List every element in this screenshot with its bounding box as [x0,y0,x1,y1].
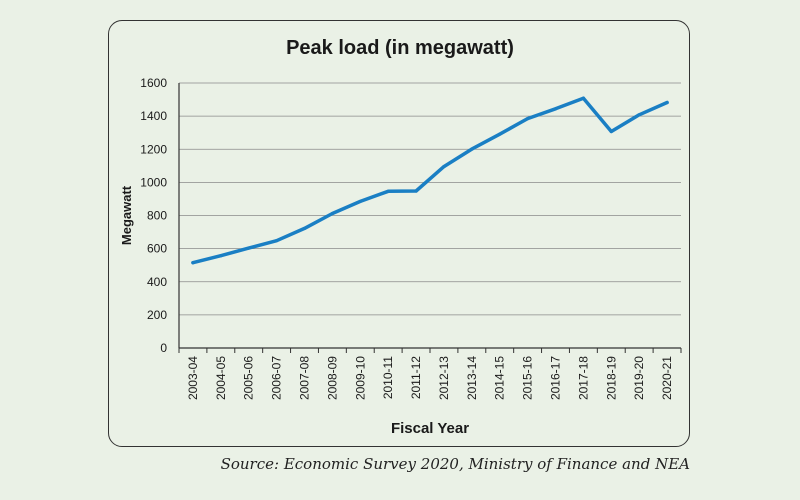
y-tick-label: 200 [147,308,167,322]
x-tick-label: 2015-16 [521,356,535,400]
data-point [665,100,669,105]
data-point [470,147,474,151]
data-point [637,113,641,117]
x-tick-label: 2013-14 [465,356,479,400]
y-tick-label: 0 [160,341,167,355]
data-point [526,117,530,121]
x-tick-label: 2004-05 [214,356,228,400]
x-tick-label: 2011-12 [409,356,423,399]
data-point [609,129,613,134]
x-tick-label: 2003-04 [186,356,200,400]
data-point [219,254,223,258]
line-chart: 0 200 400 600 800 1000 1200 1400 1600 2003-04 2004… [119,76,682,437]
y-tick-label: 1600 [140,76,167,90]
data-point [330,211,334,216]
data-point [191,261,195,265]
chart-panel: Peak load (in megawatt) 0 200 400 600 800 100… [108,20,690,447]
x-tick-label: 2009-10 [353,356,367,400]
x-tick-label: 2012-13 [437,356,451,400]
x-tick-label: 2020-21 [660,356,674,400]
data-point [275,239,279,243]
y-tick-label: 1000 [140,175,167,189]
x-tick-label: 2017-18 [576,356,590,400]
data-point [358,199,362,204]
y-tick-label: 1400 [140,109,167,123]
x-tick-label: 2014-15 [493,356,507,400]
data-point [498,132,502,136]
data-point [414,189,418,193]
x-tick-label: 2010-11 [381,356,395,399]
data-point [553,107,558,111]
chart-title: Peak load (in megawatt) [286,37,514,59]
data-point [581,96,585,100]
x-tick-label: 2005-06 [242,356,256,400]
y-tick-label: 400 [147,275,167,289]
x-tick-label: 2019-20 [632,356,646,400]
y-axis-title: Megawatt [119,185,134,245]
data-point [302,226,307,231]
x-tick-label: 2006-07 [270,356,284,400]
source-note: Source: Economic Survey 2020, Ministry o… [220,455,690,473]
series-line [191,96,669,265]
x-axis-title: Fiscal Year [391,420,469,437]
x-tick-label: 2018-19 [604,356,618,400]
x-tick-label: 2007-08 [298,356,312,400]
data-point [247,246,251,250]
data-point [442,165,446,169]
x-tick-label: 2016-17 [549,356,563,400]
x-tick-label: 2008-09 [325,356,339,400]
y-tick-label: 600 [147,242,167,256]
data-point [386,189,390,193]
y-tick-label: 800 [147,209,167,223]
y-tick-label: 1200 [140,142,167,156]
